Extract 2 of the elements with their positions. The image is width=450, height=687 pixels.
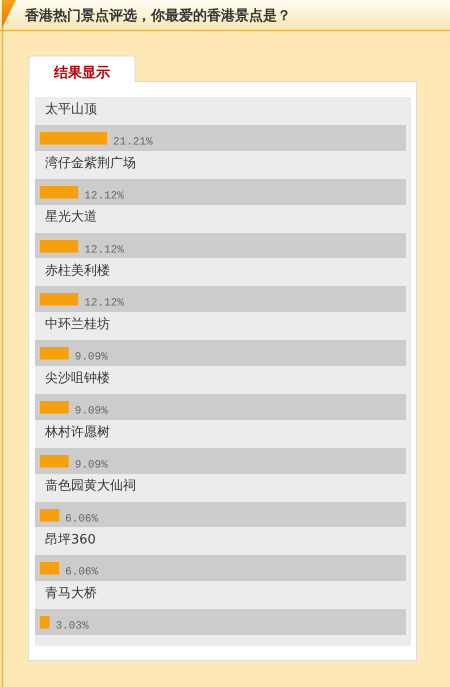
subtitle: 结果显示: [54, 65, 110, 81]
title: 香港热门景点评选，你最爱的香港景点是？: [25, 8, 291, 24]
